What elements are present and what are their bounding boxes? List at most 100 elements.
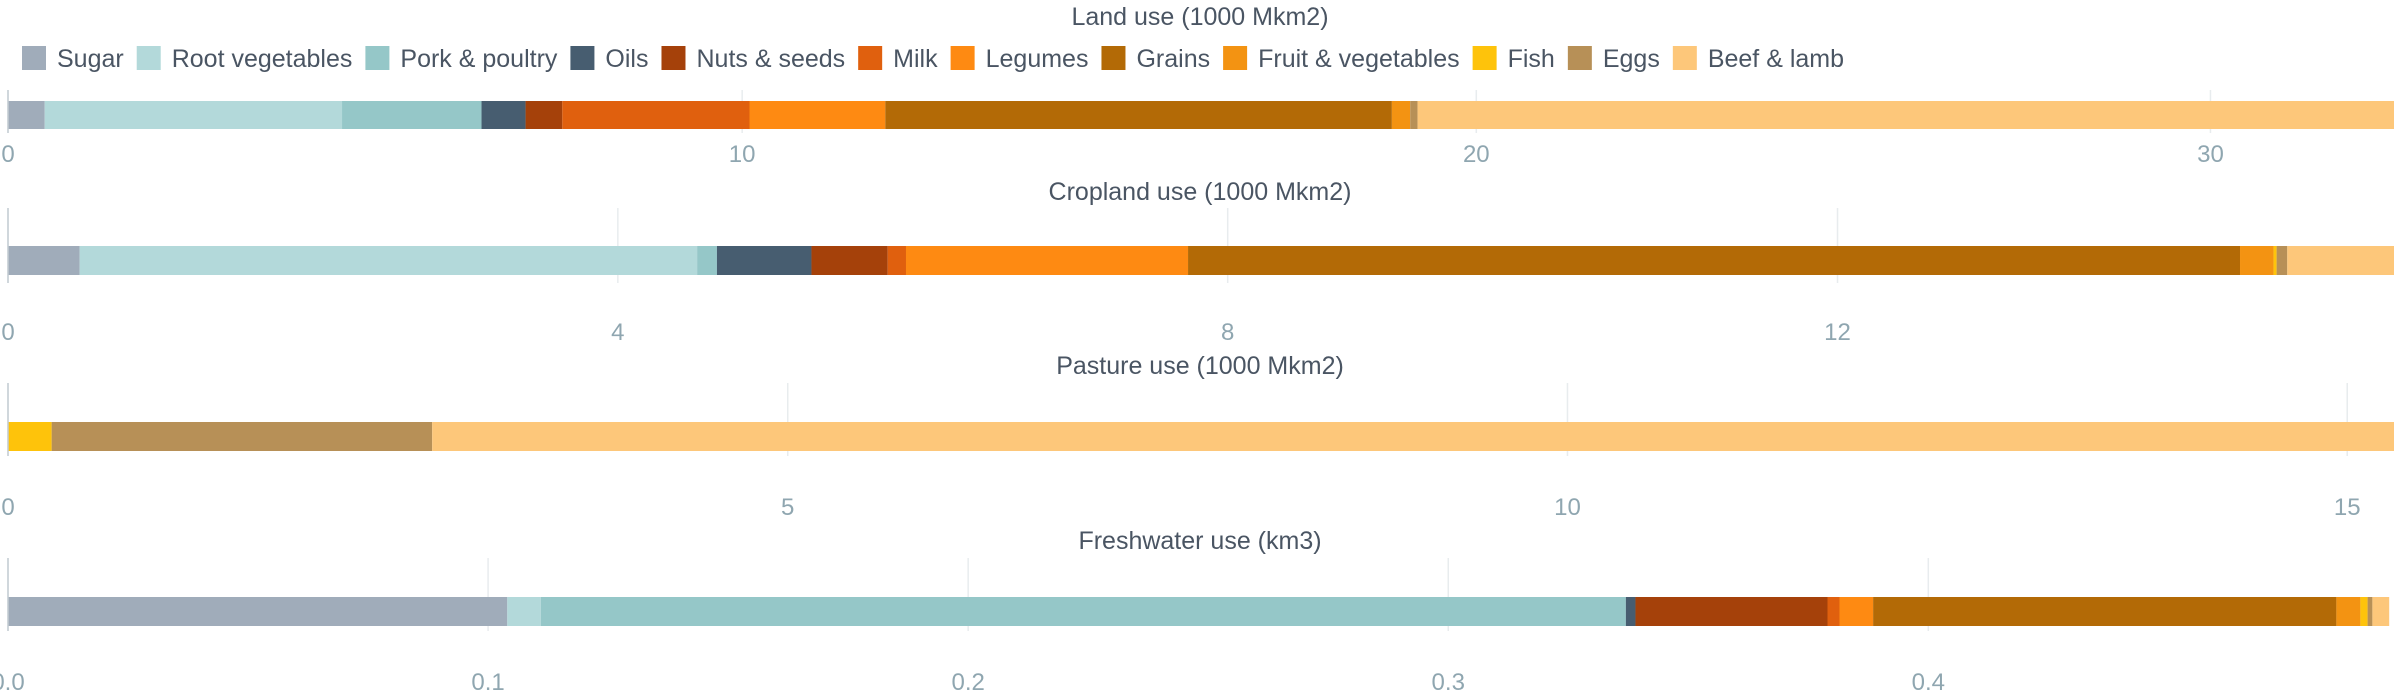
legend-label: Grains xyxy=(1136,45,1210,73)
tick-label: 10 xyxy=(1554,494,1581,521)
bar-segment-eggs[interactable] xyxy=(1410,101,1418,129)
tick-label: 0 xyxy=(1,141,14,168)
bar-segment-beef-and-lamb[interactable] xyxy=(432,422,2395,451)
bar-segment-nuts-and-seeds[interactable] xyxy=(1635,597,1828,626)
bar-segment-fish[interactable] xyxy=(8,422,52,451)
bar-segment-oils[interactable] xyxy=(1625,597,1636,626)
bar-segment-fruit-and-vegetables[interactable] xyxy=(2240,246,2274,275)
panel-3: Pasture use (1000 Mkm2) 0 5 10 15 xyxy=(1,352,2395,521)
tick-label: 5 xyxy=(781,494,794,521)
panel-title: Cropland use (1000 Mkm2) xyxy=(1049,178,1352,206)
legend-item-milk[interactable]: Milk xyxy=(858,45,938,73)
tick-label: 0.0 xyxy=(0,669,25,696)
tick-label: 10 xyxy=(729,141,756,168)
legend-item-root-vegetables[interactable]: Root vegetables xyxy=(136,45,353,73)
legend-item-legumes[interactable]: Legumes xyxy=(950,45,1089,73)
tick-label: 0 xyxy=(1,319,14,346)
bar-segment-milk[interactable] xyxy=(1827,597,1840,626)
tick-label: 8 xyxy=(1221,319,1234,346)
legend-swatch xyxy=(1472,46,1497,70)
legend-item-nuts-and-seeds[interactable]: Nuts & seeds xyxy=(661,45,845,73)
tick-label: 0.4 xyxy=(1912,669,1945,696)
bar-segment-fish[interactable] xyxy=(2273,246,2277,275)
legend-item-pork-and-poultry[interactable]: Pork & poultry xyxy=(365,45,558,73)
legend-item-fruit-and-vegetables[interactable]: Fruit & vegetables xyxy=(1223,45,1460,73)
tick-label: 0.3 xyxy=(1432,669,1465,696)
bar-segment-pork-and-poultry[interactable] xyxy=(697,246,717,275)
legend-label: Oils xyxy=(605,45,648,73)
bar-segment-eggs[interactable] xyxy=(2367,597,2373,626)
tick-label: 12 xyxy=(1824,319,1851,346)
legend-label: Pork & poultry xyxy=(400,45,558,73)
panel-2: Cropland use (1000 Mkm2) 0 4 8 12 xyxy=(1,178,2394,346)
bar-segment-oils[interactable] xyxy=(481,101,526,129)
legend-label: Nuts & seeds xyxy=(696,45,845,73)
panel-title: Freshwater use (km3) xyxy=(1078,527,1321,555)
tick-label: 15 xyxy=(2334,494,2361,521)
bar-segment-beef-and-lamb[interactable] xyxy=(2287,246,2394,275)
panel-1: Land use (1000 Mkm2) 0 10 20 30 xyxy=(1,3,2394,168)
legend-swatch xyxy=(1223,46,1248,70)
legend-label: Eggs xyxy=(1603,45,1660,73)
panel-title: Pasture use (1000 Mkm2) xyxy=(1056,352,1344,380)
legend-item-fish[interactable]: Fish xyxy=(1472,45,1555,73)
bar-segment-milk[interactable] xyxy=(562,101,750,129)
bar-segment-milk[interactable] xyxy=(887,246,906,275)
legend-label: Milk xyxy=(893,45,938,73)
tick-label: 4 xyxy=(611,319,624,346)
legend-label: Fruit & vegetables xyxy=(1258,45,1460,73)
legend-swatch xyxy=(22,46,46,70)
tick-label: 30 xyxy=(2197,141,2224,168)
legend-swatch xyxy=(136,46,161,70)
bar-segment-eggs[interactable] xyxy=(51,422,433,451)
legend-swatch xyxy=(1101,46,1126,70)
bar-segment-oils[interactable] xyxy=(716,246,812,275)
bar-segment-legumes[interactable] xyxy=(749,101,886,129)
legend-item-grains[interactable]: Grains xyxy=(1101,45,1210,73)
bar-segment-sugar[interactable] xyxy=(8,597,508,626)
bar-segment-legumes[interactable] xyxy=(905,246,1189,275)
tick-label: 0 xyxy=(1,494,14,521)
bar-segment-legumes[interactable] xyxy=(1839,597,1874,626)
bar-segment-nuts-and-seeds[interactable] xyxy=(525,101,563,129)
tick-label: 0.2 xyxy=(951,669,984,696)
bar-segment-sugar[interactable] xyxy=(8,246,80,275)
legend-item-beef-and-lamb[interactable]: Beef & lamb xyxy=(1672,45,1844,73)
legend-label: Sugar xyxy=(57,45,124,73)
legend-swatch xyxy=(661,46,686,70)
bar-segment-fish[interactable] xyxy=(2360,597,2368,626)
bar-segment-pork-and-poultry[interactable] xyxy=(540,597,1626,626)
bar-segment-nuts-and-seeds[interactable] xyxy=(811,246,888,275)
legend-swatch xyxy=(1672,46,1697,70)
legend: Sugar Root vegetables Pork & poultry Oils Nu… xyxy=(22,45,1844,73)
bar-segment-sugar[interactable] xyxy=(8,101,45,129)
bar-segment-root-vegetables[interactable] xyxy=(79,246,698,275)
panel-title: Land use (1000 Mkm2) xyxy=(1071,3,1328,31)
bar-segment-eggs[interactable] xyxy=(2276,246,2288,275)
bar-segment-beef-and-lamb[interactable] xyxy=(1417,101,2394,129)
legend-swatch xyxy=(1567,46,1592,70)
tick-label: 0.1 xyxy=(471,669,504,696)
legend-item-eggs[interactable]: Eggs xyxy=(1567,45,1660,73)
bar-segment-grains[interactable] xyxy=(885,101,1392,129)
legend-label: Legumes xyxy=(986,45,1089,73)
legend-label: Root vegetables xyxy=(172,45,353,73)
bar-segment-root-vegetables[interactable] xyxy=(44,101,343,129)
legend-label: Fish xyxy=(1508,45,1555,73)
legend-label: Beef & lamb xyxy=(1708,45,1844,73)
legend-item-sugar[interactable]: Sugar xyxy=(22,45,124,73)
bar-segment-fruit-and-vegetables[interactable] xyxy=(2336,597,2361,626)
bar-segment-fruit-and-vegetables[interactable] xyxy=(1391,101,1411,129)
legend-item-oils[interactable]: Oils xyxy=(570,45,648,73)
bar-segment-grains[interactable] xyxy=(1188,246,2241,275)
bar-segment-root-vegetables[interactable] xyxy=(507,597,541,626)
tick-label: 20 xyxy=(1463,141,1490,168)
bar-segment-grains[interactable] xyxy=(1873,597,2337,626)
legend-swatch xyxy=(570,46,595,70)
legend-swatch xyxy=(858,46,883,70)
legend-swatch xyxy=(365,46,390,70)
bar-segment-pork-and-poultry[interactable] xyxy=(342,101,482,129)
bar-segment-beef-and-lamb[interactable] xyxy=(2372,597,2390,626)
